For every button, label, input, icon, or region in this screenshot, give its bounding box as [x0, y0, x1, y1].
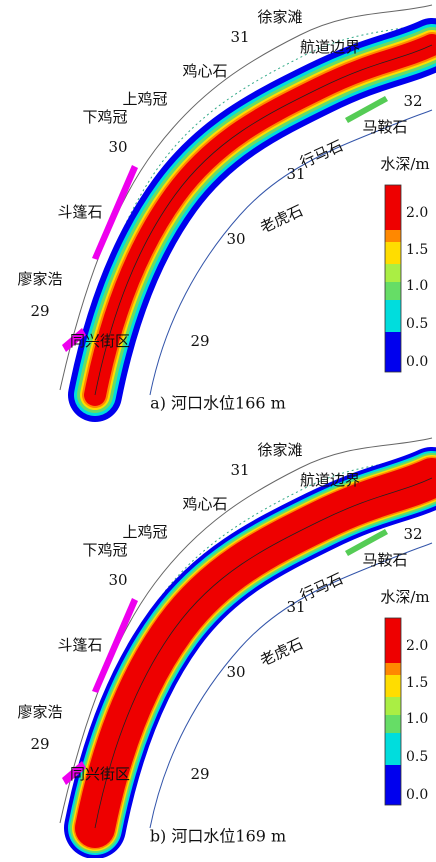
place-label: 上鸡冠 — [122, 90, 167, 108]
place-label: 30 — [108, 571, 127, 589]
place-label: 航道边界 — [300, 38, 360, 56]
colorbar-segment — [385, 230, 401, 242]
place-label: 同兴街区 — [70, 332, 130, 350]
place-label: 31 — [286, 598, 305, 616]
colorbar-segment — [385, 618, 401, 663]
place-label: 29 — [30, 735, 49, 753]
legend-tick: 0.0 — [406, 787, 428, 803]
colorbar-segment — [385, 663, 401, 675]
place-label: 30 — [108, 138, 127, 156]
place-label: 同兴街区 — [70, 765, 130, 783]
place-label: 徐家滩 — [257, 8, 302, 26]
place-label: 徐家滩 — [257, 441, 302, 459]
place-label: 斗篷石 — [57, 203, 102, 221]
place-label: 30 — [226, 663, 245, 681]
place-label: 29 — [190, 765, 209, 783]
legend-tick: 2.0 — [406, 638, 428, 654]
place-label: 斗篷石 — [57, 636, 102, 654]
colorbar-segment — [385, 300, 401, 332]
colorbar-segment — [385, 697, 401, 715]
figure: 徐家滩31航道边界鸡心石上鸡冠下鸡冠32马鞍石30行马石31斗篷石老虎石30廖家… — [0, 0, 436, 858]
place-label: 31 — [230, 461, 249, 479]
place-label: 马鞍石 — [362, 551, 407, 569]
legend-tick: 1.0 — [406, 711, 428, 727]
legend-tick: 0.5 — [406, 316, 428, 332]
place-label: 下鸡冠 — [82, 108, 127, 126]
legend-tick: 2.0 — [406, 205, 428, 221]
colorbar-segment — [385, 332, 401, 372]
place-label: 29 — [30, 302, 49, 320]
place-label: 31 — [286, 165, 305, 183]
place-label: 32 — [403, 525, 422, 543]
colorbar-segment — [385, 715, 401, 733]
legend-tick: 0.5 — [406, 749, 428, 765]
place-label: 老虎石 — [257, 634, 305, 669]
colorbar-segment — [385, 765, 401, 805]
legend-tick: 1.5 — [406, 675, 428, 691]
place-label: 29 — [190, 332, 209, 350]
place-label: 31 — [230, 28, 249, 46]
colorbar-segment — [385, 264, 401, 282]
place-label: 30 — [226, 230, 245, 248]
colorbar-segment — [385, 282, 401, 300]
place-label: 32 — [403, 92, 422, 110]
legend-tick: 1.0 — [406, 278, 428, 294]
place-label: 鸡心石 — [182, 62, 227, 80]
place-label: 上鸡冠 — [122, 523, 167, 541]
place-label: 航道边界 — [300, 471, 360, 489]
place-label: 廖家浩 — [17, 270, 62, 288]
place-label: 下鸡冠 — [82, 541, 127, 559]
colorbar-segment — [385, 675, 401, 697]
colorbar-segment — [385, 242, 401, 264]
caption: b) 河口水位169 m — [150, 827, 286, 846]
legend-title: 水深/m — [380, 155, 429, 173]
colorbar-segment — [385, 185, 401, 230]
legend-title: 水深/m — [380, 588, 429, 606]
place-label: 马鞍石 — [362, 118, 407, 136]
caption: a) 河口水位166 m — [150, 394, 286, 413]
legend-tick: 1.5 — [406, 242, 428, 258]
place-label: 老虎石 — [257, 201, 305, 236]
place-label: 鸡心石 — [182, 495, 227, 513]
place-label: 廖家浩 — [17, 703, 62, 721]
legend-tick: 0.0 — [406, 354, 428, 370]
colorbar-segment — [385, 733, 401, 765]
